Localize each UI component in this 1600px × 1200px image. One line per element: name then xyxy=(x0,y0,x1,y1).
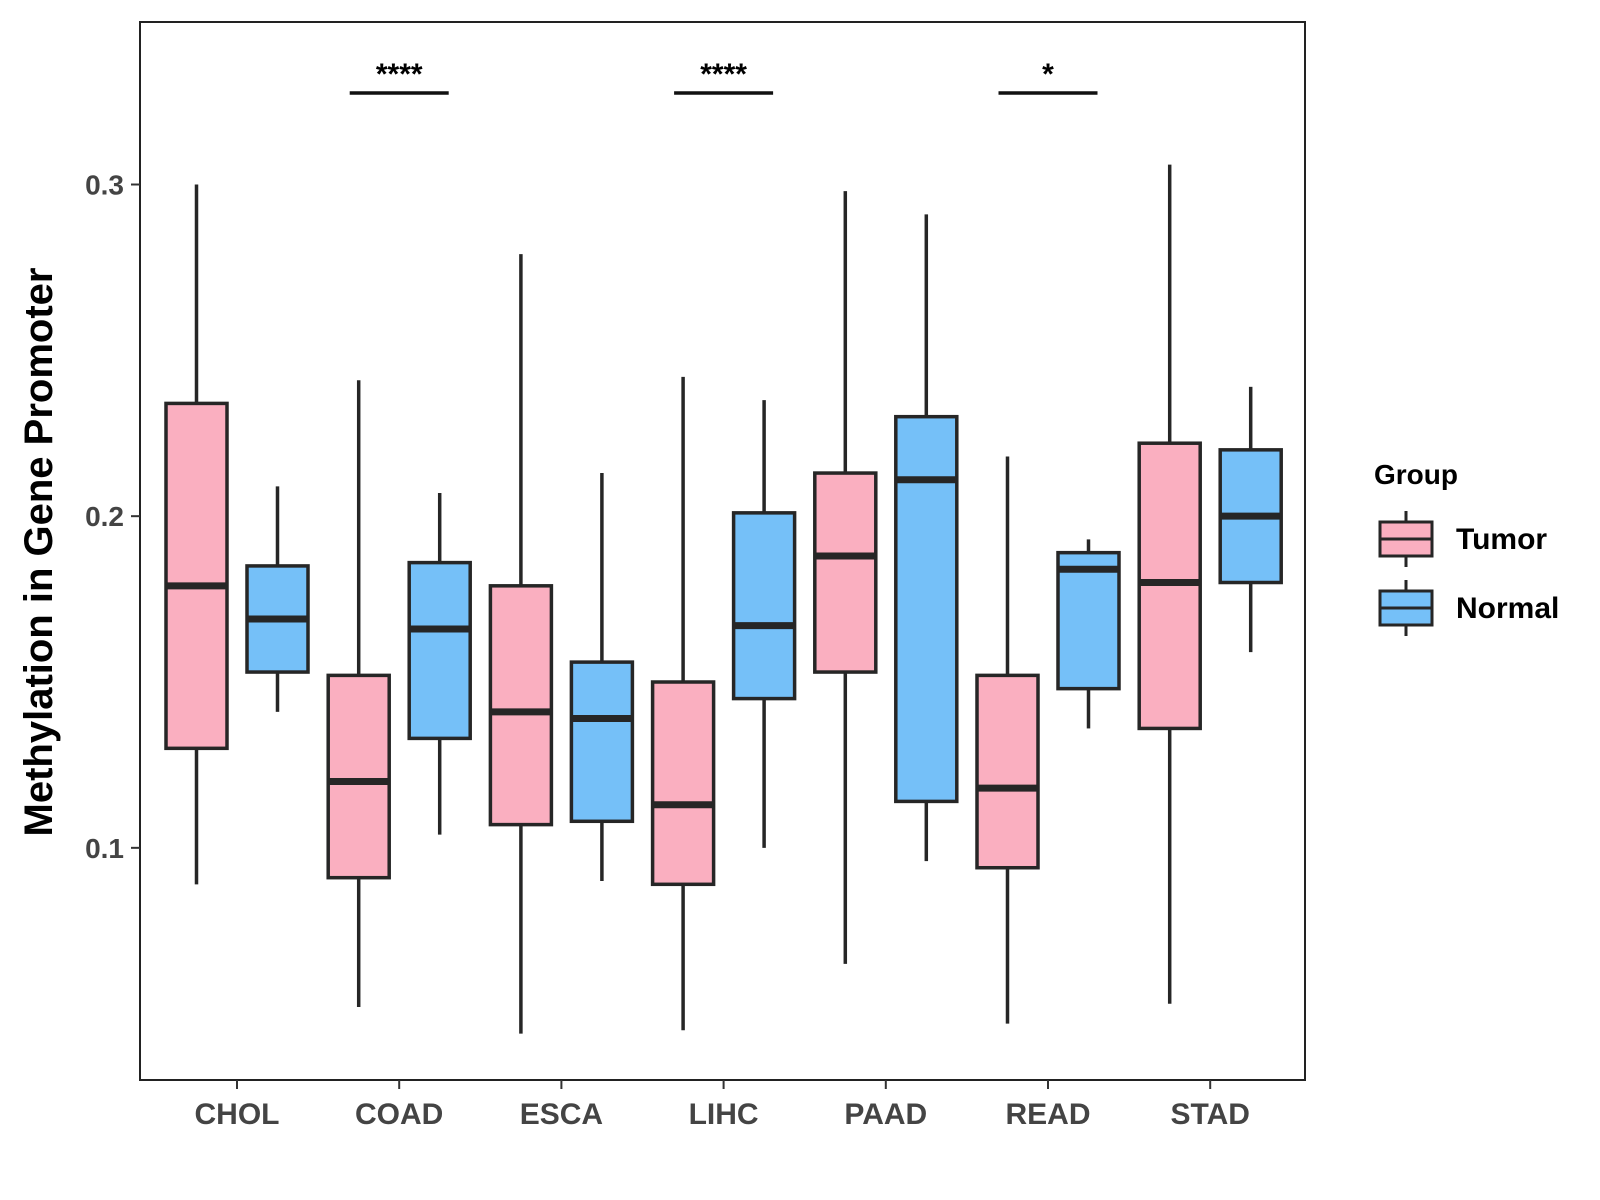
box-normal-esca xyxy=(569,473,635,882)
box-normal-read xyxy=(1056,539,1121,729)
significance-label: * xyxy=(1042,58,1054,91)
box-tumor-lihc xyxy=(650,376,716,1031)
x-tick-label: PAAD xyxy=(844,1098,927,1131)
box-normal-coad xyxy=(407,492,472,835)
x-tick-label: STAD xyxy=(1170,1098,1249,1131)
box-iqr xyxy=(569,660,635,824)
box-tumor-chol xyxy=(164,184,229,885)
box-iqr xyxy=(650,680,716,887)
box-normal-lihc xyxy=(731,400,797,848)
significance-label: **** xyxy=(376,58,423,91)
box-iqr xyxy=(488,584,554,827)
box-tumor-stad xyxy=(1137,164,1202,1004)
x-tick-label: LIHC xyxy=(689,1098,759,1131)
box-iqr xyxy=(975,673,1040,870)
y-axis-title: Methylation in Gene Promoter xyxy=(17,268,61,837)
box-normal-paad xyxy=(894,214,959,862)
significance-label: **** xyxy=(700,58,747,91)
box-tumor-esca xyxy=(488,254,554,1034)
box-iqr xyxy=(731,511,797,701)
box-iqr xyxy=(1056,550,1121,691)
box-tumor-read xyxy=(975,456,1040,1024)
box-tumor-paad xyxy=(813,191,878,964)
x-tick-label: READ xyxy=(1005,1098,1090,1131)
significance-read: * xyxy=(998,58,1098,95)
box-iqr xyxy=(894,414,959,804)
box-normal-stad xyxy=(1218,386,1283,653)
x-tick-label: ESCA xyxy=(520,1098,603,1131)
box-normal-chol xyxy=(245,486,310,712)
plot-panel-border xyxy=(139,21,1306,1081)
legend: Group Tumor Normal xyxy=(1374,459,1559,636)
x-tick-label: CHOL xyxy=(195,1098,280,1131)
legend-label: Normal xyxy=(1456,592,1559,625)
box-iqr xyxy=(813,471,878,674)
box-iqr xyxy=(164,401,229,751)
box-iqr xyxy=(407,560,472,741)
legend-label: Tumor xyxy=(1456,523,1547,556)
legend-entry-normal: Normal xyxy=(1378,580,1559,636)
box-iqr xyxy=(326,673,391,880)
y-tick-label: 0.1 xyxy=(85,833,124,864)
legend-title: Group xyxy=(1374,459,1458,490)
legend-entry-tumor: Tumor xyxy=(1378,511,1547,567)
y-tick-label: 0.2 xyxy=(85,501,124,532)
y-tick-label: 0.3 xyxy=(85,170,124,201)
significance-coad: **** xyxy=(349,58,449,95)
x-tick-label: COAD xyxy=(355,1098,443,1131)
box-tumor-coad xyxy=(326,380,391,1008)
significance-lihc: **** xyxy=(674,58,774,95)
